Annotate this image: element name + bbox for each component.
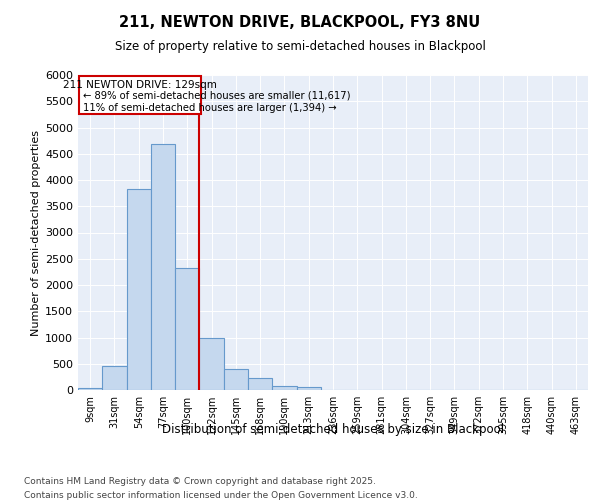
Bar [296,387,321,390]
Bar [248,378,272,390]
FancyBboxPatch shape [79,76,200,114]
Bar [224,369,248,390]
Text: 11% of semi-detached houses are larger (1,394) →: 11% of semi-detached houses are larger (… [83,102,337,113]
Bar [151,144,175,390]
Y-axis label: Number of semi-detached properties: Number of semi-detached properties [31,130,41,336]
Bar [127,190,151,390]
Text: Distribution of semi-detached houses by size in Blackpool: Distribution of semi-detached houses by … [162,422,504,436]
Text: 211 NEWTON DRIVE: 129sqm: 211 NEWTON DRIVE: 129sqm [63,80,217,90]
Bar [272,386,296,390]
Bar [199,338,224,390]
Text: Size of property relative to semi-detached houses in Blackpool: Size of property relative to semi-detach… [115,40,485,53]
Bar [78,388,102,390]
Text: ← 89% of semi-detached houses are smaller (11,617): ← 89% of semi-detached houses are smalle… [83,90,350,101]
Bar [102,366,127,390]
Text: Contains public sector information licensed under the Open Government Licence v3: Contains public sector information licen… [24,491,418,500]
Bar [175,268,199,390]
Text: 211, NEWTON DRIVE, BLACKPOOL, FY3 8NU: 211, NEWTON DRIVE, BLACKPOOL, FY3 8NU [119,15,481,30]
Text: Contains HM Land Registry data © Crown copyright and database right 2025.: Contains HM Land Registry data © Crown c… [24,478,376,486]
